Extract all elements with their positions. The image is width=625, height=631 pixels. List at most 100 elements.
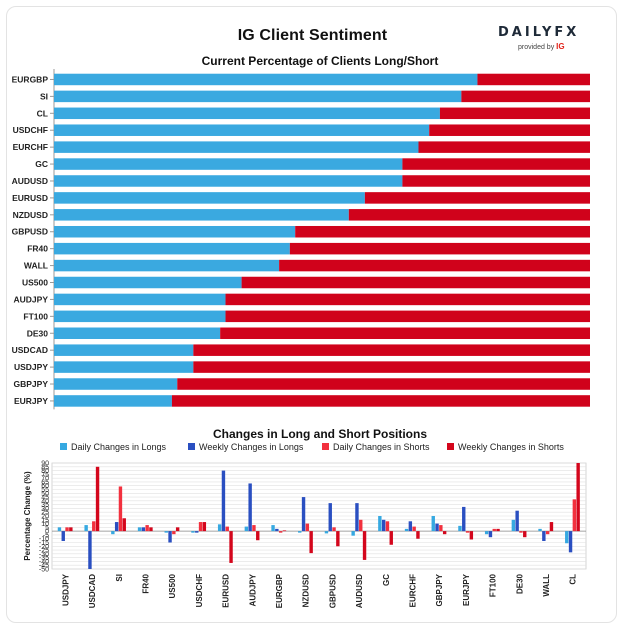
changes-x-tick-label: EURJPY	[462, 573, 471, 606]
sentiment-tick-label: EURJPY	[14, 396, 48, 406]
long-bar-us500	[54, 276, 242, 289]
sentiment-tick-label: DE30	[27, 328, 49, 338]
daily-long-bar-usdjpy	[57, 527, 62, 532]
changes-y-tick-label: 45	[41, 495, 49, 502]
long-bar-eurchf	[54, 141, 419, 153]
weekly-long-bar-usdcad	[88, 531, 92, 569]
weekly-short-bar-nzdusd	[309, 531, 313, 554]
short-bar-ft100	[225, 310, 590, 323]
long-bar-si	[54, 90, 462, 103]
legend-item-daily-long[interactable]: Daily Changes in Longs	[60, 442, 166, 452]
legend-swatch	[60, 443, 67, 450]
daily-short-bar-de30	[519, 531, 523, 533]
short-bar-eurchf	[418, 141, 590, 153]
daily-long-bar-usdcad	[84, 525, 88, 532]
weekly-long-bar-nzdusd	[301, 497, 306, 532]
daily-long-bar-ft100	[484, 531, 489, 535]
daily-short-bar-audjpy	[252, 525, 256, 532]
sentiment-tick-label: SI	[40, 91, 48, 101]
legend-label: Daily Changes in Longs	[71, 442, 167, 452]
changes-y-tick-label: 55	[41, 487, 49, 494]
daily-long-bar-cl	[565, 531, 569, 544]
short-bar-eurusd	[364, 192, 590, 204]
daily-short-bar-usdcad	[92, 521, 96, 532]
daily-long-bar-audjpy	[244, 526, 249, 532]
sentiment-tick-label: NZDUSD	[13, 210, 48, 220]
changes-y-tick-label: 35	[41, 502, 49, 509]
weekly-short-bar-fr40	[149, 527, 153, 532]
daily-long-bar-de30	[511, 519, 516, 532]
short-bar-fr40	[289, 242, 590, 255]
changes-y-tick-label: 75	[41, 472, 49, 479]
changes-y-tick-label: 90	[41, 461, 49, 468]
changes-y-tick-label: 15	[41, 517, 49, 524]
long-bar-usdjpy	[54, 361, 194, 373]
weekly-short-bar-cl	[576, 463, 580, 532]
long-bar-ft100	[54, 310, 226, 323]
daily-short-bar-si	[118, 486, 123, 532]
weekly-long-bar-eurchf	[408, 521, 413, 532]
daily-short-bar-gbpusd	[332, 527, 336, 532]
weekly-short-bar-de30	[523, 531, 527, 538]
weekly-long-bar-wall	[542, 531, 546, 541]
daily-short-bar-cl	[572, 499, 577, 532]
changes-y-tick-label: 20	[41, 514, 49, 521]
daily-long-bar-eurjpy	[458, 525, 462, 532]
changes-x-tick-label: SI	[115, 574, 124, 582]
daily-short-bar-usdchf	[198, 522, 203, 532]
daily-short-bar-wall	[545, 531, 550, 535]
sentiment-tick-label: FR40	[27, 244, 48, 254]
weekly-long-bar-usdjpy	[61, 531, 65, 541]
legend-label: Weekly Changes in Longs	[199, 442, 304, 452]
changes-y-axis-label: Percentage Change (%)	[23, 471, 32, 561]
weekly-short-bar-us500	[175, 527, 180, 532]
changes-y-tick-label: -30	[39, 551, 49, 558]
changes-x-tick-label: EURCHF	[408, 574, 417, 607]
legend-item-daily-short[interactable]: Daily Changes in Shorts	[322, 442, 430, 452]
long-bar-nzdusd	[54, 209, 349, 221]
short-bar-gc	[402, 158, 590, 170]
weekly-long-bar-fr40	[141, 527, 146, 532]
daily-long-bar-wall	[538, 528, 542, 532]
changes-y-tick-label: -15	[39, 540, 49, 547]
daily-short-bar-ft100	[492, 528, 496, 532]
sentiment-tick-label: AUDUSD	[12, 176, 48, 186]
daily-short-bar-gbpjpy	[439, 525, 443, 532]
sentiment-tick-label: GC	[35, 159, 48, 169]
short-bar-eurjpy	[171, 395, 591, 407]
legend-label: Daily Changes in Shorts	[333, 442, 430, 452]
changes-y-tick-label: -40	[39, 559, 49, 566]
changes-y-tick-label: 70	[41, 476, 49, 483]
changes-x-tick-label: USDJPY	[61, 573, 70, 606]
changes-y-tick-label: -45	[39, 563, 49, 570]
weekly-short-bar-eurchf	[416, 531, 420, 539]
changes-y-tick-label: -25	[39, 548, 49, 555]
changes-y-tick-label: 5	[45, 525, 49, 532]
weekly-long-bar-gbpjpy	[435, 523, 439, 532]
changes-x-tick-label: GBPJPY	[435, 573, 444, 606]
short-bar-usdchf	[429, 124, 590, 136]
daily-long-bar-audusd	[351, 531, 355, 536]
daily-short-bar-audusd	[359, 519, 363, 532]
legend-item-weekly-short[interactable]: Weekly Changes in Shorts	[447, 442, 564, 452]
sentiment-chart-title: Current Percentage of Clients Long/Short	[201, 54, 439, 68]
changes-x-tick-label: EURGBP	[275, 573, 284, 608]
changes-y-tick-label: -10	[39, 536, 49, 543]
legend-item-weekly-long[interactable]: Weekly Changes in Longs	[188, 442, 303, 452]
weekly-short-bar-wall	[549, 522, 554, 532]
daily-short-bar-eurjpy	[465, 531, 470, 533]
changes-x-tick-label: USDCAD	[88, 574, 97, 608]
page-title: IG Client Sentiment	[237, 27, 388, 44]
weekly-long-bar-eurusd	[221, 470, 226, 532]
changes-y-tick-label: 50	[41, 491, 49, 498]
short-bar-cl	[439, 107, 590, 120]
weekly-long-bar-si	[114, 522, 119, 532]
legend-swatch	[188, 443, 195, 450]
daily-short-bar-eurusd	[225, 526, 229, 532]
weekly-short-bar-si	[122, 518, 126, 532]
logo-sub-text: provided by	[518, 44, 555, 51]
legend-label: Weekly Changes in Shorts	[458, 442, 564, 452]
sentiment-tick-label: AUDJPY	[14, 294, 49, 304]
short-bar-us500	[241, 276, 590, 289]
sentiment-tick-label: USDCAD	[12, 345, 48, 355]
